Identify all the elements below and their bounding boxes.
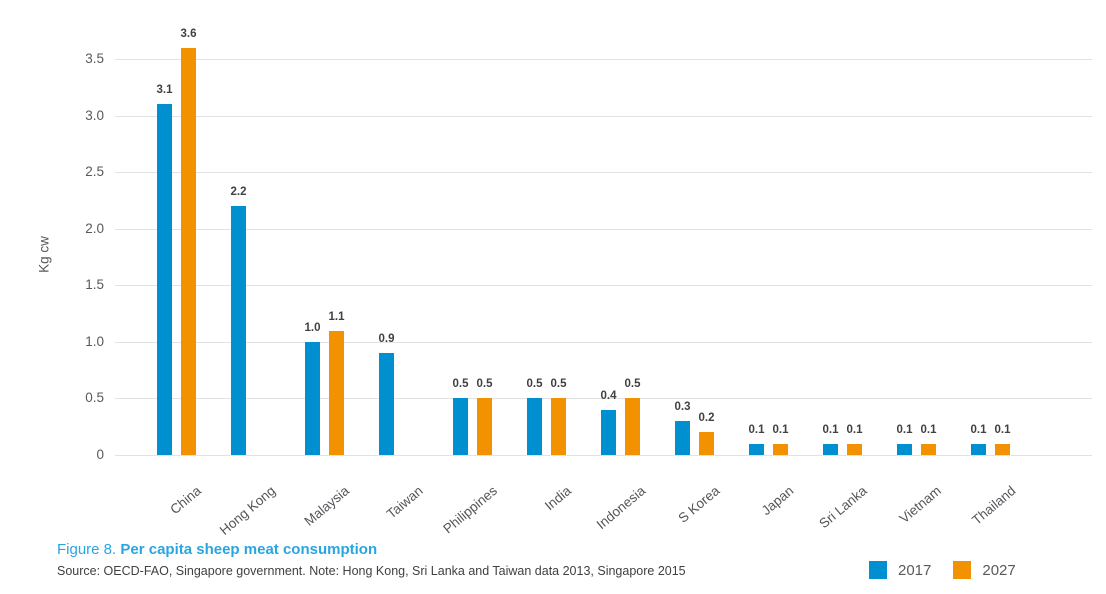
gridline: [115, 285, 1092, 287]
bar-philippines-2017: [453, 398, 468, 455]
y-tick-label: 2.0: [85, 220, 104, 236]
x-axis-label: Malaysia: [301, 483, 353, 529]
bar-value-label: 2.2: [230, 186, 247, 199]
bar-value-label: 0.1: [748, 423, 765, 436]
gridline: [115, 115, 1092, 117]
bar-japan-2017: [749, 443, 764, 455]
bar-value-label: 0.1: [896, 423, 913, 436]
bar-vietnam-2027: [921, 443, 936, 455]
y-tick-label: 1.5: [85, 277, 104, 293]
bar-philippines-2027: [477, 398, 492, 455]
y-tick-label: 0.5: [85, 390, 104, 406]
chart-legend: 2017 2027: [869, 561, 1016, 579]
x-axis-label: Vietnam: [896, 483, 945, 527]
legend-label: 2027: [982, 561, 1016, 579]
bar-value-label: 1.0: [304, 321, 321, 334]
legend-label: 2017: [898, 561, 932, 579]
legend-item-2017: 2017: [869, 561, 931, 579]
bar-china-2027: [181, 47, 196, 455]
bar-sri-lanka-2017: [823, 443, 838, 455]
figure-title: Per capita sheep meat consumption: [120, 541, 378, 558]
y-axis-title: Kg cw: [36, 236, 52, 273]
bar-hong-kong-2017: [231, 206, 246, 455]
bar-value-label: 0.1: [994, 423, 1011, 436]
bar-value-label: 3.1: [156, 84, 173, 97]
source-note: Source: OECD-FAO, Singapore government. …: [57, 564, 686, 578]
bar-vietnam-2017: [897, 443, 912, 455]
bar-value-label: 0.1: [970, 423, 987, 436]
bar-value-label: 0.1: [822, 423, 839, 436]
bar-value-label: 3.6: [180, 27, 197, 40]
bar-japan-2027: [773, 443, 788, 455]
y-tick-label: 0: [96, 447, 104, 462]
bar-malaysia-2017: [305, 341, 320, 455]
bar-value-label: 0.5: [476, 378, 493, 391]
bar-value-label: 0.2: [698, 412, 715, 425]
bar-malaysia-2027: [329, 330, 344, 455]
gridline: [115, 59, 1092, 60]
y-tick-label: 3.5: [85, 51, 104, 66]
legend-swatch-2017: [869, 561, 887, 579]
gridline: [115, 228, 1092, 230]
bar-value-label: 0.5: [550, 378, 567, 391]
x-axis-label: Thailand: [968, 483, 1019, 528]
x-axis-label: Taiwan: [384, 483, 427, 522]
x-axis-label: India: [542, 483, 575, 514]
legend-swatch-2027: [953, 561, 972, 579]
bar-value-label: 0.4: [600, 389, 617, 402]
bar-thailand-2017: [971, 443, 986, 455]
bar-value-label: 0.3: [674, 401, 691, 414]
x-axis-label: China: [167, 483, 205, 518]
bar-sri-lanka-2027: [847, 443, 862, 455]
plot-area: Kg cw 0 0.5 1.0 1.5 2.0 2.5 3.0 3.5 China 3.1 3.6 H…: [36, 27, 1092, 538]
x-axis-label: Hong Kong: [216, 483, 279, 538]
bar-value-label: 0.5: [624, 378, 641, 391]
gridline: [115, 398, 1092, 400]
bar-taiwan-2017: [379, 353, 394, 455]
bar-india-2017: [527, 398, 542, 455]
bar-s-korea-2017: [675, 421, 690, 455]
y-tick-label: 1.0: [85, 333, 104, 349]
bar-china-2017: [157, 104, 172, 455]
bar-value-label: 0.1: [920, 423, 937, 436]
bar-value-label: 0.5: [526, 378, 543, 391]
bar-value-label: 1.1: [328, 310, 345, 323]
x-axis-label: Indonesia: [593, 483, 649, 533]
bar-value-label: 0.1: [846, 423, 863, 436]
bar-value-label: 0.5: [452, 378, 469, 391]
gridline: [115, 341, 1092, 343]
gridline: [115, 172, 1092, 174]
bar-indonesia-2017: [601, 409, 616, 455]
y-tick-label: 2.5: [85, 164, 104, 180]
gridline: [115, 455, 1092, 456]
x-axis-label: Sri Lanka: [816, 483, 871, 532]
bar-value-label: 0.9: [378, 333, 395, 346]
x-axis-label: Philippines: [440, 483, 501, 537]
x-axis-label: S Korea: [675, 483, 723, 526]
legend-item-2027: 2027: [953, 561, 1016, 579]
bar-value-label: 0.1: [772, 423, 789, 436]
bar-thailand-2027: [995, 443, 1010, 455]
figure-number: Figure 8.: [57, 541, 121, 558]
x-axis-label: Japan: [758, 483, 797, 519]
bar-india-2027: [551, 398, 566, 455]
figure-caption: Figure 8. Per capita sheep meat consumpt…: [57, 541, 377, 558]
bar-s-korea-2027: [699, 432, 714, 455]
y-tick-label: 3.0: [85, 107, 104, 123]
bar-indonesia-2027: [625, 398, 640, 455]
